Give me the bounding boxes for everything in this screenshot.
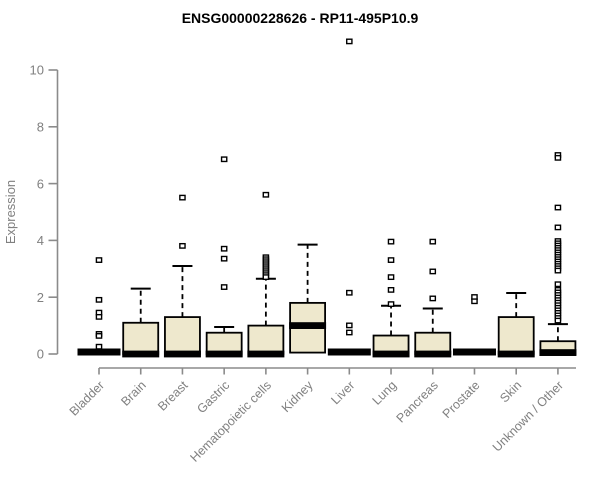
outlier-point: [554, 267, 562, 274]
box-body: [497, 316, 535, 355]
outlier-point: [95, 257, 103, 263]
flat-median-bar: [77, 348, 121, 356]
outlier-point: [429, 268, 437, 275]
x-category-label-gastric: Gastric: [194, 378, 232, 416]
box-brain: [122, 287, 160, 358]
box-kidney: [289, 243, 327, 354]
y-tick-label: 10: [30, 63, 44, 78]
box-breast: [163, 194, 201, 358]
outlier-point: [220, 284, 228, 290]
x-category-label-prostate: Prostate: [440, 378, 483, 421]
box-lung: [372, 238, 410, 358]
y-tick-label: 0: [37, 347, 44, 362]
outlier-point: [387, 238, 395, 245]
outlier-point: [554, 154, 562, 161]
outlier-point: [220, 245, 228, 252]
box-bladder: [77, 257, 121, 356]
y-tick-label: 4: [37, 233, 44, 248]
flat-median-bar: [452, 348, 496, 356]
outlier-point: [471, 298, 478, 305]
outlier-point: [220, 156, 228, 163]
outlier-point: [346, 329, 353, 336]
outlier-point: [262, 274, 270, 281]
x-category-label-kidney: Kidney: [279, 378, 316, 415]
x-category-label-breast: Breast: [155, 378, 191, 414]
outlier-point: [429, 295, 437, 302]
outlier-point: [387, 301, 395, 307]
y-tick-label: 6: [37, 176, 44, 191]
outlier-point: [95, 313, 103, 320]
outlier-point: [346, 322, 353, 329]
median-line: [163, 350, 201, 358]
outlier-point: [262, 191, 270, 198]
box-body: [164, 316, 201, 355]
box-prostate: [452, 294, 496, 356]
x-category-label-unknown-other: Unknown / Other: [490, 378, 566, 454]
box-liver: [327, 38, 371, 356]
box-unknown-other: [539, 152, 577, 356]
outlier-point: [95, 333, 103, 339]
box-pancreas: [414, 238, 452, 358]
box-hematopoietic-cells: [247, 191, 285, 358]
outlier-point: [554, 204, 562, 211]
outlier-point: [346, 289, 353, 296]
outlier-point: [179, 242, 186, 249]
box-series: [77, 38, 577, 358]
outlier-point: [554, 281, 562, 288]
median-line: [122, 350, 160, 358]
y-tick-label: 8: [37, 120, 44, 135]
median-line: [372, 350, 410, 358]
median-line: [539, 349, 577, 356]
x-category-label-liver: Liver: [328, 378, 357, 407]
box-body: [247, 324, 285, 355]
x-category-label-hematopoietic-cells: Hematopoietic cells: [187, 378, 274, 465]
outlier-point: [95, 343, 103, 350]
x-category-label-bladder: Bladder: [67, 378, 107, 418]
median-line: [247, 350, 285, 358]
outlier-point: [387, 257, 395, 263]
median-line: [289, 322, 327, 329]
x-category-label-lung: Lung: [370, 378, 400, 408]
outlier-point: [554, 317, 562, 324]
median-line: [497, 350, 535, 358]
outlier-point: [387, 287, 395, 293]
axes: 0 2 4 6 8 10 Bladder Brain Breast GastricHematopo…: [30, 63, 576, 465]
median-line: [414, 350, 452, 358]
outlier-point: [346, 38, 353, 45]
box-body: [122, 321, 160, 355]
chart-title: ENSG00000228626 - RP11-495P10.9: [182, 10, 419, 26]
outlier-point: [429, 238, 437, 245]
outlier-point: [220, 255, 228, 262]
flat-median-bar: [327, 348, 371, 356]
outlier-point: [554, 224, 562, 231]
y-tick-label: 2: [37, 290, 44, 305]
y-axis-title: Expression: [3, 180, 18, 244]
x-category-label-skin: Skin: [497, 378, 524, 405]
outlier-point: [387, 274, 395, 281]
box-skin: [497, 291, 535, 358]
median-line: [205, 350, 243, 358]
box-gastric: [205, 156, 243, 358]
x-category-label-pancreas: Pancreas: [394, 378, 441, 425]
outlier-point: [179, 194, 186, 201]
x-category-label-brain: Brain: [118, 378, 149, 409]
outlier-point: [95, 296, 103, 303]
